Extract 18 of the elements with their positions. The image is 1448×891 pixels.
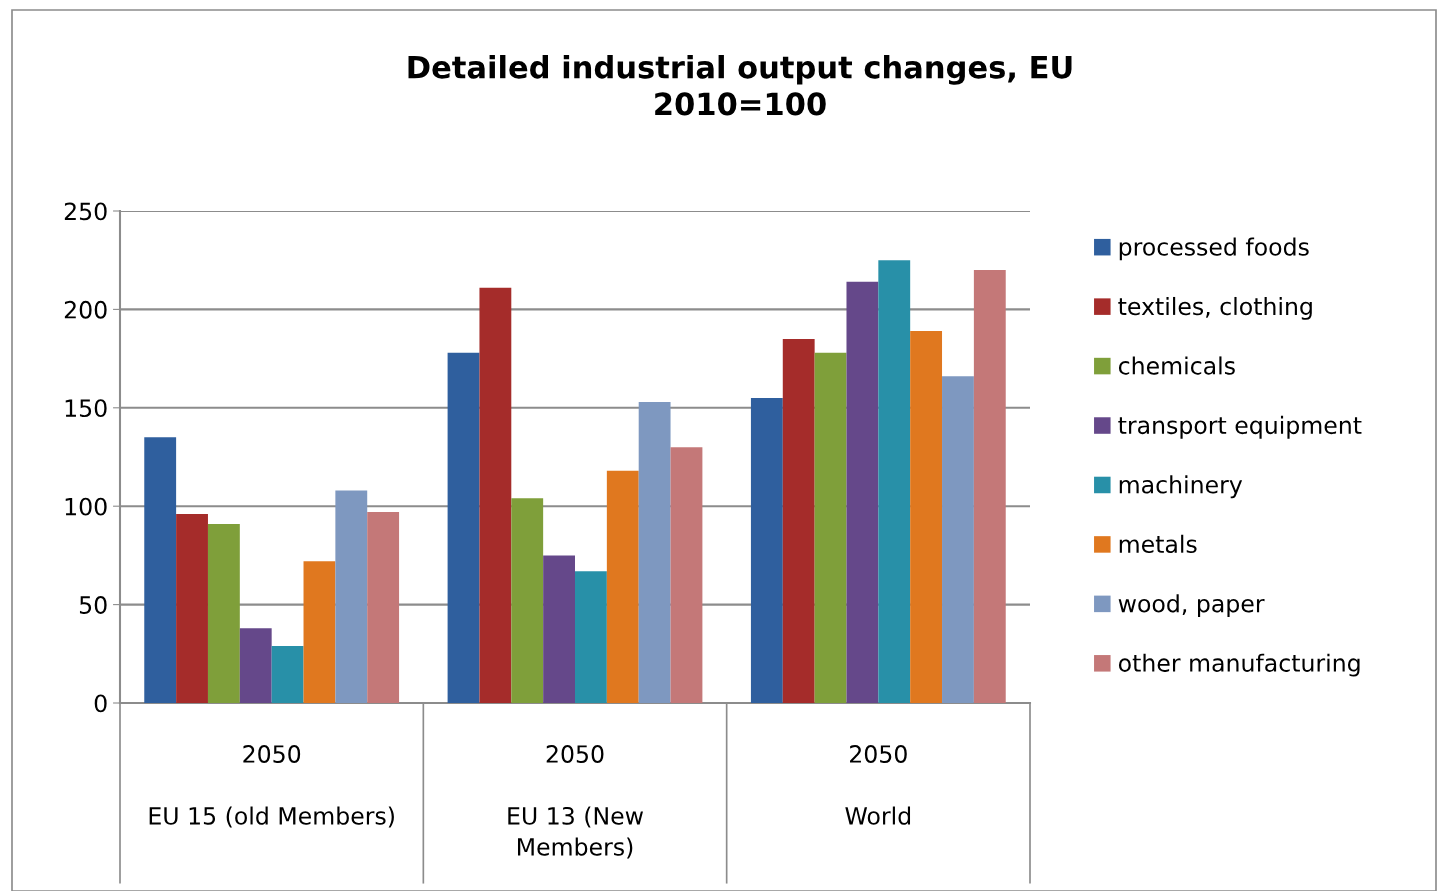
category-label: 2050 EU 15 (old Members) xyxy=(149,745,394,828)
category-label: 2050 World xyxy=(845,745,911,825)
y-tick-label: 250 xyxy=(64,202,107,221)
y-tick-label: 50 xyxy=(79,596,107,614)
y-tick-label: 200 xyxy=(64,300,107,319)
legend-label: transport equipment xyxy=(1118,415,1362,439)
legend-label: processed foods xyxy=(1119,237,1309,261)
y-tick-label: 150 xyxy=(65,399,107,418)
legend-label: metals xyxy=(1119,534,1197,554)
legend-label: other manufacturing xyxy=(1118,653,1360,677)
y-tick-label: 0 xyxy=(94,694,107,713)
y-tick-label: 100 xyxy=(65,497,107,516)
chart-title: Detailed industrial output changes, EU 2010=100 xyxy=(408,55,1072,116)
legend-label: textiles, clothing xyxy=(1118,296,1312,320)
category-label: 2050 EU 13 (New Members) xyxy=(508,745,643,859)
legend-label: chemicals xyxy=(1118,356,1235,375)
legend-label: machinery xyxy=(1119,475,1243,499)
legend-label: wood, paper xyxy=(1118,594,1265,618)
